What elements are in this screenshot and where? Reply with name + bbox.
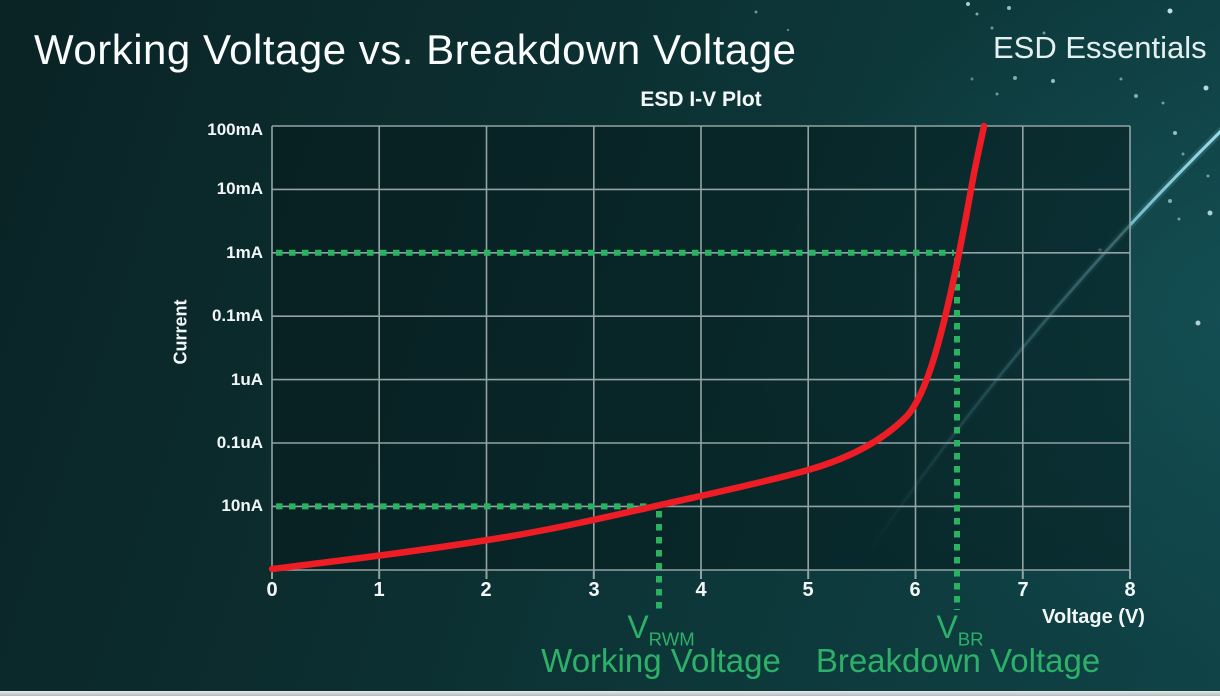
marker-dotted-lines [276,249,960,610]
x-tick-4: 4 [695,579,707,601]
vbr-v: V [936,609,958,645]
vbr-symbol: VBR [936,609,984,650]
x-tick-1: 1 [373,579,385,601]
grid-lines [271,125,1131,571]
y-tick-10mA: 10mA [216,179,263,198]
x-axis-label: Voltage (V) [1042,606,1145,628]
x-tick-6: 6 [909,579,921,601]
chart-title: ESD I-V Plot [640,88,762,111]
x-tick-5: 5 [802,579,814,601]
x-tick-8: 8 [1124,579,1136,601]
y-tick-10nA: 10nA [221,496,263,515]
y-tick-0.1uA: 0.1uA [216,433,263,452]
vrwm-v: V [627,609,649,645]
x-tick-2: 2 [480,579,492,601]
y-tick-1mA: 1mA [226,243,263,262]
x-axis-tick-marks [271,570,1131,579]
vrwm-subscript: RWM [648,628,695,650]
y-tick-1uA: 1uA [230,370,263,389]
video-progress-strip[interactable] [0,691,1220,696]
brand-text: ESD Essentials [993,30,1207,65]
page-title: Working Voltage vs. Breakdown Voltage [34,26,797,73]
vbr-subscript: BR [957,628,984,650]
vrwm-caption: Working Voltage [541,642,781,679]
y-tick-0.1mA: 0.1mA [211,306,263,325]
background-particles [754,2,1213,326]
vrwm-symbol: VRWM [627,609,695,650]
iv-curve [268,122,988,573]
y-tick-100mA: 100mA [207,120,263,139]
x-tick-7: 7 [1017,579,1029,601]
x-tick-3: 3 [588,579,600,601]
x-tick-0: 0 [266,579,278,601]
vbr-caption: Breakdown Voltage [815,642,1101,679]
